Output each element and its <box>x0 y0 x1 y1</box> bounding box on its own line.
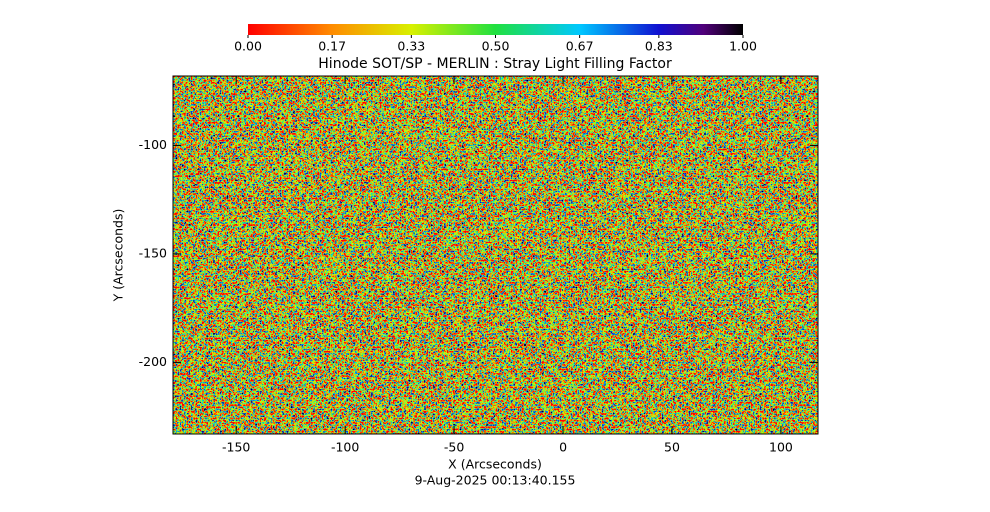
y-axis-label: Y (Arcseconds) <box>111 209 126 303</box>
colorbar-tick-label: 0.33 <box>397 39 425 54</box>
colorbar-tick-label: 0.83 <box>645 39 673 54</box>
colorbar-tick-label: 0.00 <box>234 39 262 54</box>
colorbar-tick-label: 0.17 <box>318 39 346 54</box>
y-tick-label: -150 <box>139 245 167 260</box>
colorbar-tick-label: 0.67 <box>566 39 594 54</box>
y-tick-label: -200 <box>139 354 167 369</box>
x-tick-label: 0 <box>559 440 567 455</box>
x-tick-label: -100 <box>331 440 359 455</box>
x-tick-label: 100 <box>769 440 793 455</box>
colorbar <box>248 24 743 35</box>
x-tick-label: -150 <box>222 440 250 455</box>
heatmap-image <box>173 76 818 434</box>
footnote: 9-Aug-2025 00:13:40.155 <box>415 473 576 488</box>
colorbar-tick-label: 0.50 <box>482 39 510 54</box>
chart-title: Hinode SOT/SP - MERLIN : Stray Light Fil… <box>318 56 672 72</box>
x-tick-label: 50 <box>664 440 680 455</box>
y-tick-label: -100 <box>139 137 167 152</box>
x-tick-label: -50 <box>444 440 464 455</box>
colorbar-tick-label: 1.00 <box>729 39 757 54</box>
plot-frame <box>172 75 819 435</box>
x-axis-label: X (Arcseconds) <box>448 457 542 472</box>
